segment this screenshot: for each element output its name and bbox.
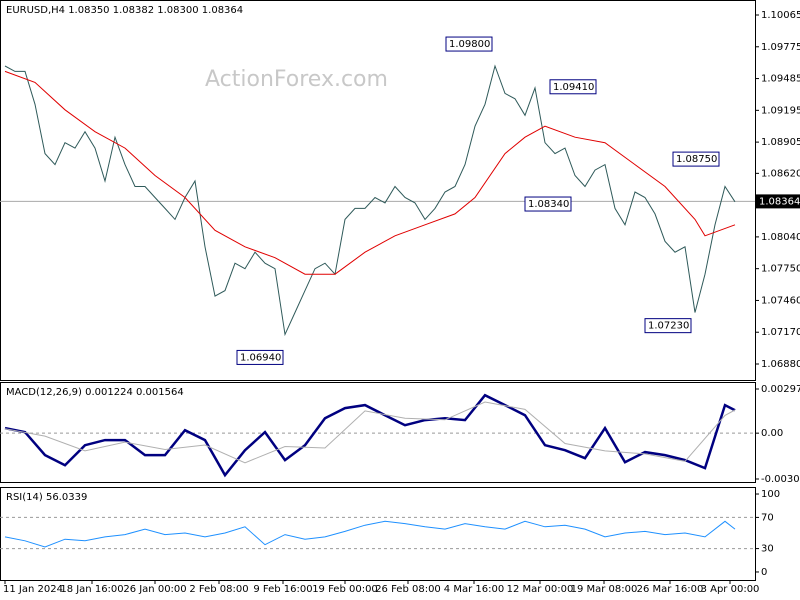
price-label: 1.07230 (648, 321, 689, 332)
y-tick-label: 100 (761, 489, 780, 500)
series-line (4, 64, 736, 337)
price-label-box (672, 151, 720, 167)
price-label: 1.09800 (449, 39, 490, 50)
x-tick-label: 12 Mar 00:00 (507, 584, 574, 595)
price-label-box (644, 318, 692, 334)
y-tick-label: 0.00 (761, 428, 783, 439)
x-tick-label: 9 Feb 16:00 (253, 584, 312, 595)
x-tick-label: 11 Jan 2024 (3, 584, 63, 595)
y-tick-label: 1.08040 (761, 232, 800, 243)
panel-frame (0, 0, 756, 381)
y-tick-label: 70 (761, 512, 774, 523)
y-tick-label: 1.07460 (761, 295, 800, 306)
y-tick-label: 1.10065 (761, 10, 800, 21)
panel-frame (0, 382, 756, 483)
x-tick-label: 2 Feb 08:00 (189, 584, 248, 595)
current-price-box (756, 194, 800, 209)
price-label: 1.09410 (553, 82, 594, 93)
y-tick-label: 0 (761, 567, 767, 578)
price-label: 1.08340 (528, 199, 569, 210)
x-tick-label: 26 Mar 16:00 (637, 584, 704, 595)
watermark: ActionForex.com (205, 67, 388, 92)
series-line (4, 520, 736, 548)
panel-title: EURUSD,H4 1.08350 1.08382 1.08300 1.0836… (6, 5, 243, 16)
price-label: 1.06940 (240, 352, 281, 363)
y-tick-label: 1.07750 (761, 264, 800, 275)
y-tick-label: 1.07170 (761, 327, 800, 338)
y-tick-label: 1.06880 (761, 359, 800, 370)
x-tick-label: 26 Feb 08:00 (375, 584, 441, 595)
price-label-box (524, 196, 572, 212)
current-price-label: 1.08364 (759, 196, 800, 207)
panel-title: MACD(12,26,9) 0.001224 0.001564 (6, 387, 184, 398)
y-tick-label: 0.002979 (761, 384, 800, 395)
series-line (4, 70, 736, 275)
y-tick-label: 1.09195 (761, 105, 800, 116)
x-tick-label: 18 Jan 16:00 (60, 584, 123, 595)
y-tick-label: 1.09485 (761, 74, 800, 85)
panel-title: RSI(14) 56.0339 (6, 492, 87, 503)
x-tick-label: 3 Apr 00:00 (701, 584, 760, 595)
panel-frame (0, 487, 756, 581)
series-line (4, 401, 736, 464)
x-tick-label: 26 Jan 00:00 (123, 584, 186, 595)
y-tick-label: 1.08620 (761, 168, 800, 179)
price-label-box (549, 79, 597, 95)
price-label-box (236, 349, 284, 365)
y-tick-label: 1.08905 (761, 137, 800, 148)
y-tick-label: 30 (761, 544, 774, 555)
price-label: 1.08750 (676, 154, 717, 165)
y-tick-label: -0.003093 (761, 474, 800, 485)
price-label-box (445, 36, 493, 52)
x-tick-label: 19 Feb 00:00 (312, 584, 378, 595)
y-tick-label: 1.09775 (761, 42, 800, 53)
x-tick-label: 19 Mar 08:00 (571, 584, 638, 595)
x-tick-label: 4 Mar 16:00 (444, 584, 504, 595)
